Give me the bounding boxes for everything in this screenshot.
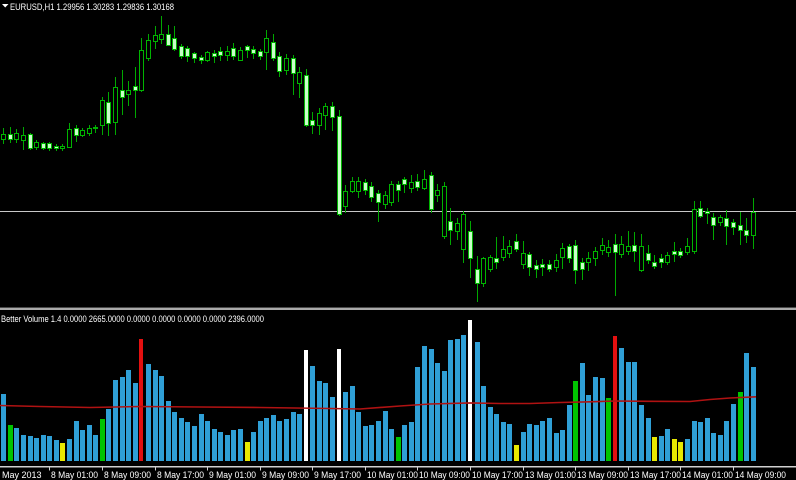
svg-text:9 May 17:00: 9 May 17:00 (314, 470, 361, 480)
svg-text:8 May 01:00: 8 May 01:00 (51, 470, 98, 480)
svg-text:14 May 01:00: 14 May 01:00 (682, 470, 733, 480)
svg-text:9 May 09:00: 9 May 09:00 (262, 470, 309, 480)
svg-text:13 May 09:00: 13 May 09:00 (577, 470, 628, 480)
svg-text:10 May 17:00: 10 May 17:00 (472, 470, 523, 480)
svg-text:13 May 01:00: 13 May 01:00 (525, 470, 576, 480)
svg-text:10 May 01:00: 10 May 01:00 (367, 470, 418, 480)
svg-text:May 2013: May 2013 (2, 470, 42, 480)
svg-text:8 May 17:00: 8 May 17:00 (157, 470, 204, 480)
svg-text:14 May 09:00: 14 May 09:00 (735, 470, 786, 480)
svg-text:EURUSD,H1 1.29956 1.30283 1.2: EURUSD,H1 1.29956 1.30283 1.29836 1.3016… (10, 2, 174, 13)
svg-text:13 May 17:00: 13 May 17:00 (630, 470, 681, 480)
svg-text:10 May 09:00: 10 May 09:00 (419, 470, 470, 480)
svg-text:9 May 01:00: 9 May 01:00 (209, 470, 256, 480)
svg-text:Better Volume 1.4 0.0000 2665.: Better Volume 1.4 0.0000 2665.0000 0.000… (1, 314, 264, 324)
svg-text:8 May 09:00: 8 May 09:00 (104, 470, 151, 480)
